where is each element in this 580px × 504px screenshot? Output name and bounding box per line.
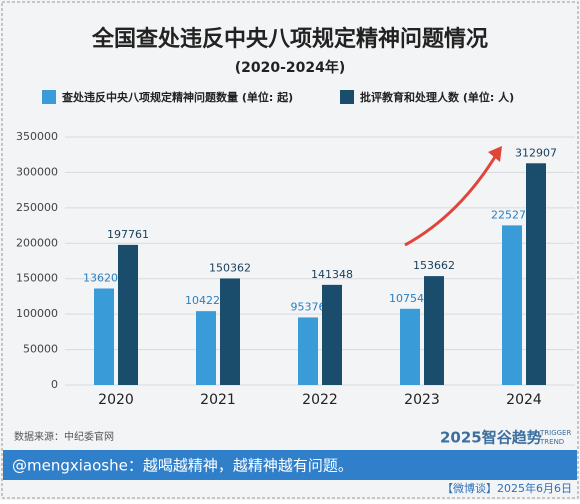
y-tick-label: 200000 [16, 236, 58, 249]
value-label: 225275 [491, 208, 533, 221]
y-tick-label: 250000 [16, 201, 58, 214]
bar [298, 317, 318, 385]
legend-label: 查处违反中央八项规定精神问题数量 (单位: 起) [62, 90, 293, 104]
value-label: 197761 [107, 228, 149, 241]
bar [526, 163, 546, 385]
chart-subtitle: (2020-2024年) [235, 59, 346, 76]
source: 数据来源：中纪委官网 [14, 430, 114, 443]
chart-title: 全国查处违反中央八项规定精神问题情况 [91, 26, 488, 52]
y-tick-label: 350000 [16, 130, 58, 143]
bar [400, 308, 420, 385]
footer-bar [3, 450, 577, 480]
value-label: 95376 [291, 300, 326, 313]
bar [502, 225, 522, 385]
y-tick-label: 50000 [23, 343, 58, 356]
value-label: 141348 [311, 268, 353, 281]
y-tick-label: 300000 [16, 165, 58, 178]
brand-tagline: TRIGGER [539, 429, 571, 437]
legend-swatch [42, 90, 56, 104]
y-tick-label: 150000 [16, 272, 58, 285]
legend-label: 批评教育和处理人数 (单位: 人) [360, 90, 514, 104]
value-label: 153662 [413, 259, 455, 272]
value-label: 136203 [83, 271, 125, 284]
bar [220, 278, 240, 385]
brand-tagline: TREND [539, 438, 564, 446]
bar [196, 311, 216, 385]
value-label: 104223 [185, 294, 227, 307]
bar [118, 244, 138, 385]
trend-arrow [404, 151, 500, 247]
brand-name: 2025智谷趋势 [440, 429, 542, 447]
y-tick-label: 0 [51, 378, 58, 391]
y-tick-label: 100000 [16, 307, 58, 320]
value-label: 150362 [209, 261, 251, 274]
footer-date: 【微博谈】2025年6月6日 [442, 481, 572, 495]
value-label: 107547 [389, 292, 431, 305]
bar [322, 284, 342, 385]
x-tick-label: 2022 [302, 392, 338, 408]
value-label: 312907 [515, 146, 557, 159]
footer-comment: @mengxiaoshe：越喝越精神，越精神越有问题。 [12, 457, 353, 475]
bar [424, 276, 444, 385]
bar [94, 288, 114, 385]
x-tick-label: 2021 [200, 392, 236, 408]
arrow-head [488, 146, 502, 162]
x-tick-label: 2024 [506, 392, 542, 408]
x-tick-label: 2020 [98, 392, 134, 408]
x-tick-label: 2023 [404, 392, 440, 408]
legend-swatch [340, 90, 354, 104]
